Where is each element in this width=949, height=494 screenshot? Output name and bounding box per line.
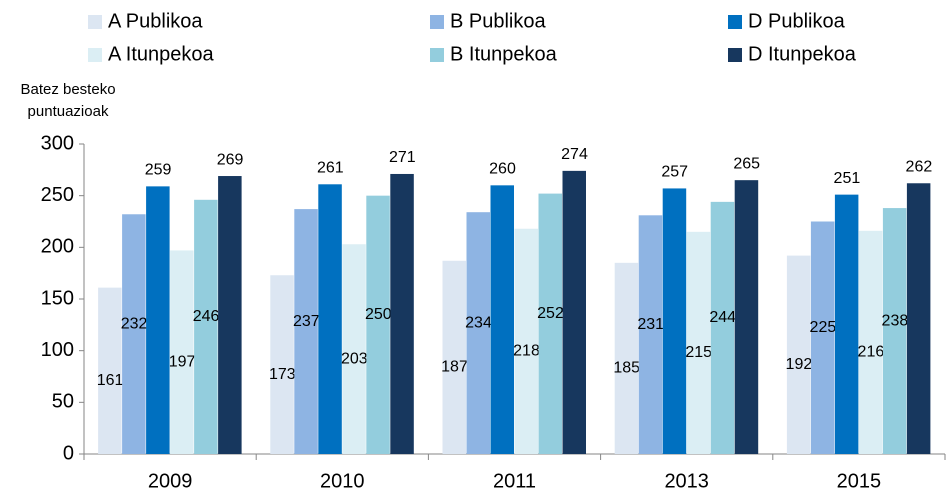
data-label: 259 <box>145 162 172 179</box>
bar <box>514 228 538 454</box>
legend-swatch <box>728 48 742 62</box>
data-label: 246 <box>193 308 220 325</box>
legend-label: B Itunpekoa <box>450 43 558 65</box>
bar <box>710 201 735 454</box>
data-label: 161 <box>97 372 124 389</box>
y-tick-label: 150 <box>41 287 74 309</box>
data-label: 265 <box>733 155 760 172</box>
data-label: 173 <box>269 366 296 383</box>
legend-swatch <box>728 15 742 29</box>
legend-label: B Publikoa <box>450 10 546 32</box>
bar <box>662 188 687 454</box>
x-tick-label: 2010 <box>320 470 365 492</box>
data-label: 237 <box>293 313 320 330</box>
y-tick-label: 200 <box>41 236 74 258</box>
bar <box>342 244 366 454</box>
data-label: 234 <box>465 314 492 331</box>
bar <box>390 173 414 454</box>
bar <box>194 199 218 454</box>
bar <box>614 262 639 454</box>
legend-swatch <box>88 15 102 29</box>
bar <box>538 193 562 454</box>
data-label: 260 <box>489 161 516 178</box>
legend-label: D Publikoa <box>748 10 846 32</box>
data-label: 203 <box>341 350 368 367</box>
data-label: 192 <box>786 356 813 373</box>
bar <box>366 195 390 454</box>
y-tick-label: 100 <box>41 339 74 361</box>
bar <box>562 170 586 454</box>
x-tick-label: 2009 <box>148 470 193 492</box>
legend-label: A Publikoa <box>108 10 203 32</box>
bar <box>906 183 931 454</box>
bar <box>786 255 811 454</box>
bar <box>122 214 146 454</box>
bar <box>218 176 242 455</box>
bar <box>98 287 122 454</box>
data-label: 274 <box>561 146 588 163</box>
data-label: 250 <box>365 306 392 323</box>
y-tick-label: 0 <box>63 442 74 464</box>
legend-swatch <box>88 48 102 62</box>
bar <box>490 185 514 455</box>
data-label: 215 <box>685 344 712 361</box>
bar <box>270 275 294 454</box>
data-label: 238 <box>882 312 909 329</box>
data-label: 216 <box>858 344 885 361</box>
y-axis-title: puntuazioak <box>28 103 109 120</box>
data-label: 269 <box>217 151 244 168</box>
bar <box>170 250 194 454</box>
bar <box>442 260 466 454</box>
bar <box>858 230 883 454</box>
bar <box>734 180 759 454</box>
legend-label: A Itunpekoa <box>108 43 215 65</box>
bar <box>810 221 835 454</box>
x-tick-label: 2011 <box>493 470 536 492</box>
y-axis-title: Batez besteko <box>20 81 115 98</box>
bar <box>146 186 170 454</box>
legend-swatch <box>430 15 444 29</box>
data-label: 197 <box>169 353 196 370</box>
data-label: 261 <box>317 160 344 177</box>
legend-swatch <box>430 48 444 62</box>
y-tick-label: 250 <box>41 184 74 206</box>
data-label: 271 <box>389 149 416 166</box>
bar <box>638 215 663 454</box>
y-tick-label: 300 <box>41 132 74 154</box>
y-tick-label: 50 <box>52 391 74 413</box>
bar <box>686 231 711 454</box>
data-label: 262 <box>906 158 933 175</box>
data-label: 231 <box>637 316 664 333</box>
x-tick-label: 2015 <box>837 470 882 492</box>
bar <box>834 194 859 454</box>
bar <box>882 208 907 454</box>
data-label: 225 <box>810 319 837 336</box>
legend-label: D Itunpekoa <box>748 43 857 65</box>
bar <box>318 184 342 455</box>
x-tick-label: 2013 <box>664 470 709 492</box>
bar <box>466 212 490 454</box>
bar <box>294 209 318 454</box>
data-label: 251 <box>834 170 861 187</box>
data-label: 187 <box>441 359 468 376</box>
data-label: 185 <box>613 360 640 377</box>
data-label: 232 <box>121 315 148 332</box>
data-label: 257 <box>661 164 688 181</box>
data-label: 244 <box>709 309 736 326</box>
data-label: 252 <box>537 305 564 322</box>
data-label: 218 <box>513 343 540 360</box>
